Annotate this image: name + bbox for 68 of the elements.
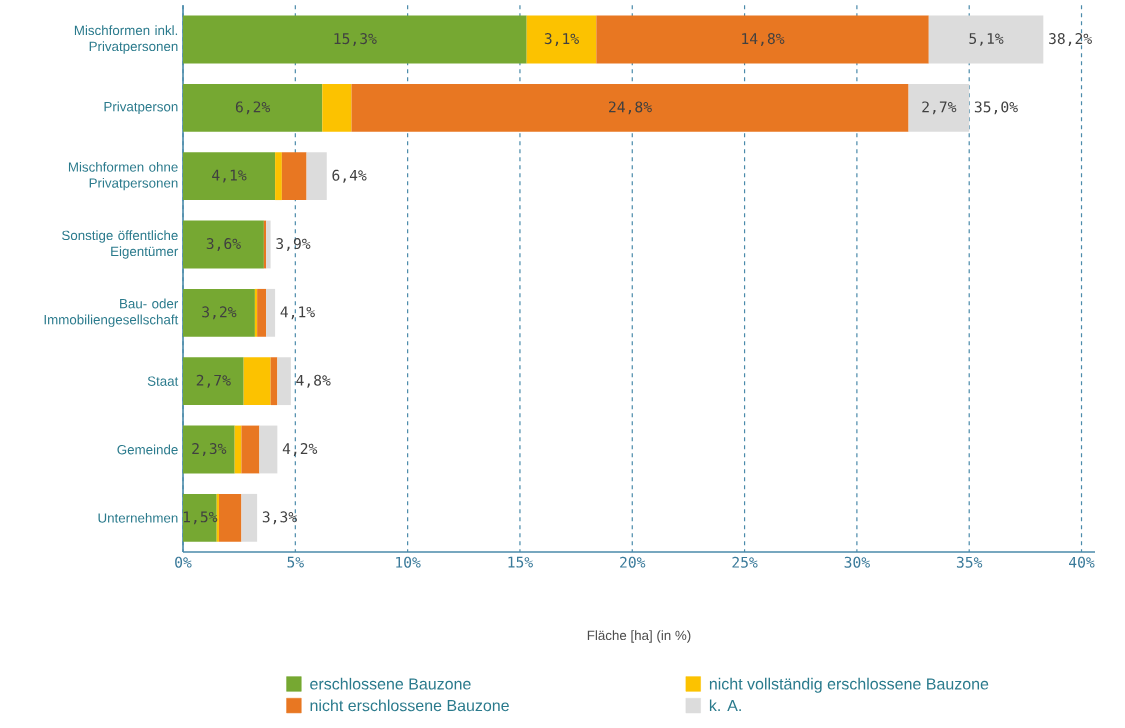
bar [183, 152, 276, 201]
total-label: 3,9% [276, 238, 311, 251]
x-axis-title: Fläche [ha] (in %) [587, 630, 691, 643]
data-label: 2,7% [196, 374, 231, 388]
legend-label: k. A. [709, 699, 741, 712]
bar [254, 288, 258, 337]
total-label: 35,0% [974, 101, 1018, 115]
bar [526, 15, 597, 64]
y-tick-label: Gemeinde [117, 444, 178, 455]
total-label: 3,3% [262, 511, 297, 525]
y-tick-label: Mischformen inkl. Privatpersonen [74, 25, 178, 54]
x-tick-label: 40% [1069, 556, 1095, 568]
y-tick-label: Bau- oder Immobiliengesellschaft [44, 298, 179, 328]
bar [596, 15, 929, 64]
bar [183, 288, 255, 337]
bar [257, 288, 267, 337]
x-tick-label: 0% [175, 556, 192, 568]
legend-label: nicht vollständig erschlossene Bauzone [709, 677, 989, 693]
bar [243, 357, 271, 406]
data-label: 24,8% [609, 101, 652, 115]
bar [266, 288, 276, 337]
bar [218, 493, 242, 542]
x-tick-label: 5% [287, 556, 304, 568]
data-label: 15,3% [334, 33, 377, 46]
bar [266, 220, 271, 269]
bar [277, 357, 291, 406]
x-tick-label: 20% [620, 556, 646, 568]
legend-label: erschlossene Bauzone [310, 677, 471, 690]
data-label: 6,2% [235, 101, 271, 115]
bar [928, 15, 1044, 64]
total-label: 4,2% [282, 443, 318, 456]
y-tick-label: Staat [147, 376, 179, 386]
y-tick-label: Unternehmen [98, 512, 178, 523]
data-label: 3,1% [544, 33, 579, 46]
y-tick-label: Privatperson [104, 101, 178, 115]
total-label: 6,4% [332, 169, 367, 183]
data-label: 14,8% [742, 33, 785, 46]
bar [241, 493, 258, 542]
y-tick-label: Sonstige öffentliche Eigentümer [62, 230, 179, 259]
total-label: 38,2% [1049, 33, 1092, 46]
data-label: 3,6% [206, 238, 241, 251]
bar [183, 15, 527, 64]
bar [183, 83, 323, 132]
bar [908, 83, 970, 132]
bar [322, 83, 352, 132]
bar [275, 152, 282, 201]
legend-label: nicht erschlossene Bauzone [310, 699, 509, 712]
x-tick-label: 10% [396, 556, 421, 568]
data-label: 3,2% [202, 306, 237, 320]
x-tick-label: 30% [844, 556, 870, 568]
y-tick-label: Mischformen ohne Privatpersonen [68, 161, 178, 191]
bar [351, 83, 909, 132]
bar [306, 152, 327, 201]
data-label: 5,1% [969, 33, 1004, 46]
x-tick-label: 15% [508, 556, 533, 568]
bar [241, 425, 260, 474]
bar [183, 220, 264, 269]
data-label: 4,1% [212, 169, 247, 183]
bar [281, 152, 307, 201]
bar [183, 425, 235, 474]
bar [183, 357, 244, 406]
bar [259, 425, 278, 474]
total-label: 4,1% [280, 306, 315, 320]
total-label: 4,8% [296, 374, 331, 388]
x-tick-label: 35% [956, 556, 983, 568]
x-tick-label: 25% [732, 556, 758, 568]
data-label: 2,3% [192, 443, 227, 456]
data-label: 2,7% [922, 101, 957, 115]
